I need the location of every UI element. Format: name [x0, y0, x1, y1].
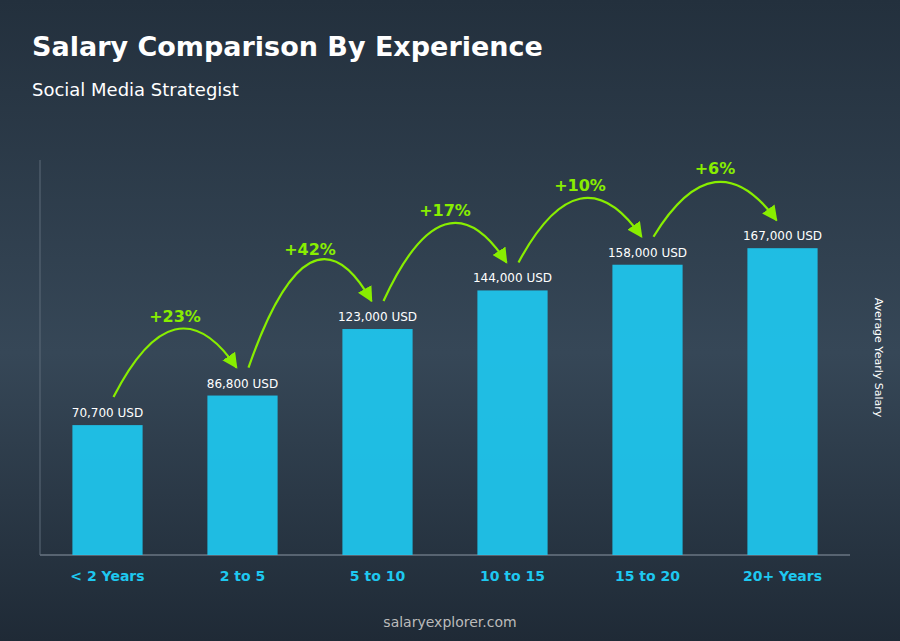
data-label: 167,000 USD — [743, 229, 822, 243]
bar — [477, 290, 547, 555]
bar — [612, 265, 682, 555]
watermark: salaryexplorer.com — [383, 614, 516, 630]
change-label: +23% — [149, 307, 201, 326]
subtitle: Social Media Strategist — [32, 79, 239, 100]
chart: Salary Comparison By Experience Social Me… — [0, 0, 900, 641]
data-label: 158,000 USD — [608, 246, 687, 260]
data-label: 70,700 USD — [72, 406, 143, 420]
change-arrow — [519, 198, 642, 263]
y-axis-line — [40, 160, 41, 555]
change-arrow — [384, 223, 507, 301]
bars — [72, 248, 817, 555]
change-arrow — [249, 259, 372, 367]
background — [0, 0, 900, 641]
bar — [342, 329, 412, 555]
change-arrow — [654, 182, 777, 237]
y-axis-label: Average Yearly Salary — [872, 298, 885, 418]
bar — [747, 248, 817, 555]
x-tick-label: 2 to 5 — [220, 568, 266, 584]
x-tick-label: 5 to 10 — [350, 568, 406, 584]
title: Salary Comparison By Experience — [32, 31, 543, 62]
x-axis-line — [40, 555, 850, 556]
data-label: 144,000 USD — [473, 271, 552, 285]
change-label: +6% — [695, 159, 736, 178]
data-label: 123,000 USD — [338, 310, 417, 324]
change-label: +10% — [554, 176, 606, 195]
bar — [207, 396, 277, 555]
change-label: +17% — [419, 201, 471, 220]
data-label: 86,800 USD — [207, 377, 278, 391]
change-arrow — [114, 328, 237, 397]
x-tick-label: 20+ Years — [743, 568, 822, 584]
x-tick-label: 15 to 20 — [615, 568, 680, 584]
x-tick-label: 10 to 15 — [480, 568, 545, 584]
bar — [72, 425, 142, 555]
x-tick-label: < 2 Years — [70, 568, 144, 584]
change-label: +42% — [284, 240, 336, 259]
